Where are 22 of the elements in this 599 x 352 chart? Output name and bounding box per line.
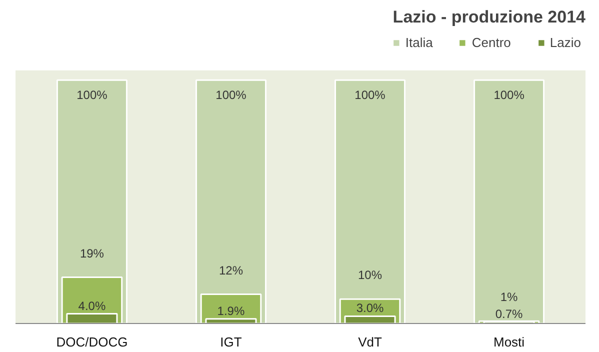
data-label: 1.9% [217, 304, 245, 318]
data-label: 19% [80, 246, 104, 260]
data-label: 0.7% [495, 306, 524, 321]
data-label: 100% [494, 88, 525, 102]
x-tick-label: DOC/DOCG [56, 334, 128, 350]
bar [334, 79, 406, 324]
data-label: 1% [500, 290, 518, 304]
data-label: 4.0% [78, 298, 106, 313]
chart-title: Lazio - produzione 2014 [392, 8, 586, 26]
legend-label: Centro [472, 35, 511, 50]
bar [474, 79, 545, 324]
x-tick-label: IGT [220, 334, 242, 350]
legend-label: Lazio [550, 35, 581, 50]
x-tick-label: Mosti [494, 334, 525, 350]
data-label: 10% [358, 268, 382, 282]
data-label: 100% [76, 88, 108, 102]
data-label: 12% [218, 263, 244, 278]
x-tick-label: VdT [358, 334, 382, 350]
legend-label: Italia [405, 35, 433, 50]
data-label: 100% [216, 88, 247, 102]
data-label: 100% [354, 88, 386, 102]
data-label: 3.0% [356, 301, 384, 316]
